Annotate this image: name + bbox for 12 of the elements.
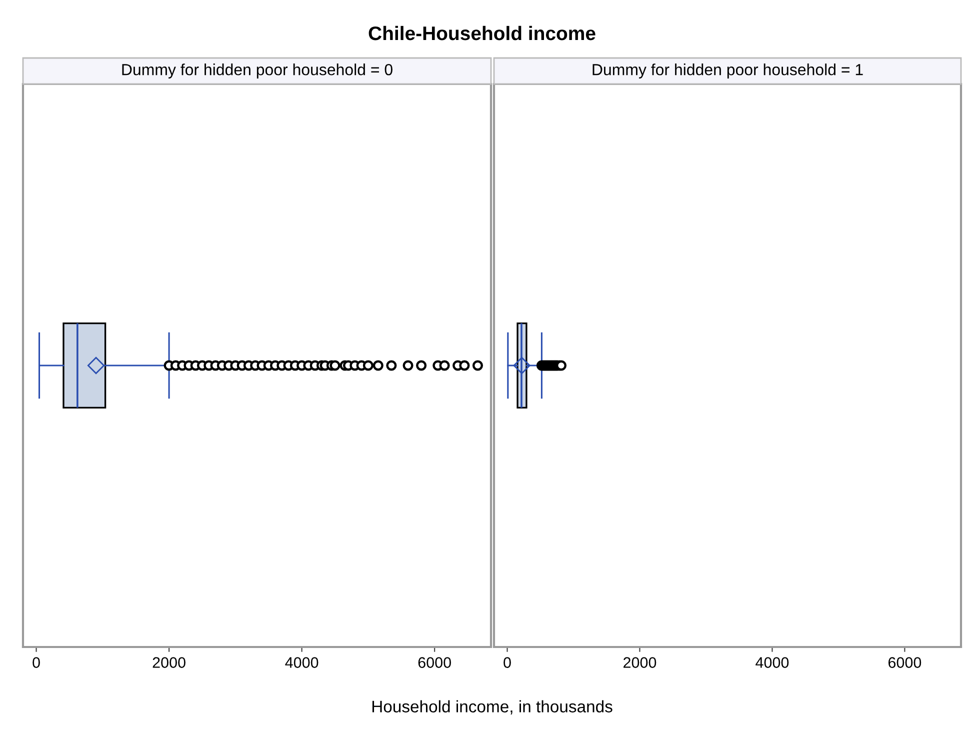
chart-subtitle: Dummy for hidden poor household = 0: [122, 64, 392, 78]
x-tick-label: 4000: [285, 657, 318, 668]
chart-title: Chile-Household income: [368, 26, 596, 40]
x-tick-label: 2000: [624, 657, 656, 668]
x-tick-label: 2000: [152, 657, 186, 668]
x-tick-label: 6000: [418, 657, 451, 668]
chart-subtitle: Dummy for hidden poor household = 1: [592, 64, 863, 78]
x-axis-title: Household income, in thousands: [372, 700, 612, 714]
x-tick-label: 0: [32, 657, 40, 668]
x-tick-label: 0: [504, 657, 511, 668]
x-tick-label: 6000: [888, 657, 922, 668]
x-tick-label: 4000: [756, 657, 789, 668]
